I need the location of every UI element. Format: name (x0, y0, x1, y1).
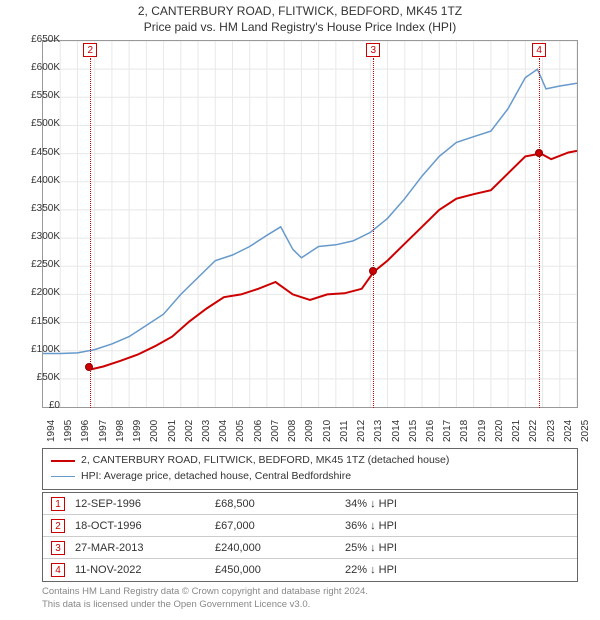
table-row: 2 18-OCT-1996£67,00036% ↓ HPI (43, 515, 577, 537)
footer-line: Contains HM Land Registry data © Crown c… (42, 586, 578, 599)
y-tick-label: £400K (6, 175, 60, 186)
x-tick-label: 2020 (494, 402, 505, 442)
sale-price: £68,500 (215, 498, 345, 510)
chart-title-line2: Price paid vs. HM Land Registry's House … (0, 18, 600, 34)
chart-container: 2, CANTERBURY ROAD, FLITWICK, BEDFORD, M… (0, 0, 600, 620)
x-tick-label: 2016 (425, 402, 436, 442)
x-tick-label: 2012 (356, 402, 367, 442)
sale-price: £67,000 (215, 520, 345, 532)
sale-dot (85, 363, 93, 371)
sale-diff: 34% ↓ HPI (345, 498, 445, 510)
x-tick-label: 2014 (391, 402, 402, 442)
sale-index-box: 2 (51, 519, 65, 533)
sale-date: 11-NOV-2022 (75, 564, 215, 576)
y-tick-label: £300K (6, 231, 60, 242)
y-tick-label: £50K (6, 372, 60, 383)
sale-vline (373, 58, 374, 408)
legend-swatch-red (51, 460, 75, 462)
legend-label: HPI: Average price, detached house, Cent… (81, 469, 351, 485)
sale-date: 27-MAR-2013 (75, 542, 215, 554)
chart-svg (43, 41, 577, 407)
sale-vline (539, 58, 540, 408)
x-tick-label: 2009 (304, 402, 315, 442)
x-tick-label: 1998 (115, 402, 126, 442)
sales-table: 1 12-SEP-1996£68,50034% ↓ HPI 2 18-OCT-1996… (42, 492, 578, 582)
x-tick-label: 2015 (408, 402, 419, 442)
sale-price: £240,000 (215, 542, 345, 554)
y-tick-label: £650K (6, 34, 60, 45)
x-tick-label: 2003 (201, 402, 212, 442)
sale-date: 12-SEP-1996 (75, 498, 215, 510)
footer-line: This data is licensed under the Open Gov… (42, 599, 578, 612)
y-tick-label: £550K (6, 90, 60, 101)
x-tick-label: 1995 (63, 402, 74, 442)
y-tick-label: £100K (6, 344, 60, 355)
footer-attribution: Contains HM Land Registry data © Crown c… (42, 586, 578, 612)
y-tick-label: £450K (6, 147, 60, 158)
table-row: 4 11-NOV-2022£450,00022% ↓ HPI (43, 559, 577, 581)
sale-price: £450,000 (215, 564, 345, 576)
x-tick-label: 1999 (132, 402, 143, 442)
sale-marker-box: 2 (83, 43, 97, 57)
sale-marker-box: 4 (532, 43, 546, 57)
legend-label: 2, CANTERBURY ROAD, FLITWICK, BEDFORD, M… (81, 453, 449, 469)
sale-index-box: 1 (51, 497, 65, 511)
x-tick-label: 1994 (46, 402, 57, 442)
legend-row: 2, CANTERBURY ROAD, FLITWICK, BEDFORD, M… (51, 453, 569, 469)
legend-swatch-blue (51, 476, 75, 478)
sale-diff: 22% ↓ HPI (345, 564, 445, 576)
chart-title-line1: 2, CANTERBURY ROAD, FLITWICK, BEDFORD, M… (0, 0, 600, 18)
sale-index-box: 4 (51, 563, 65, 577)
sale-dot (535, 149, 543, 157)
x-tick-label: 1996 (80, 402, 91, 442)
x-tick-label: 2011 (339, 402, 350, 442)
x-tick-label: 2013 (373, 402, 384, 442)
x-tick-label: 2000 (149, 402, 160, 442)
chart-plot-area (42, 40, 578, 408)
y-tick-label: £600K (6, 62, 60, 73)
x-tick-label: 2001 (167, 402, 178, 442)
x-tick-label: 2023 (546, 402, 557, 442)
x-tick-label: 2025 (580, 402, 591, 442)
legend-row: HPI: Average price, detached house, Cent… (51, 469, 569, 485)
x-tick-label: 2004 (218, 402, 229, 442)
x-tick-label: 2019 (477, 402, 488, 442)
legend-box: 2, CANTERBURY ROAD, FLITWICK, BEDFORD, M… (42, 448, 578, 490)
sale-date: 18-OCT-1996 (75, 520, 215, 532)
sale-index-box: 3 (51, 541, 65, 555)
x-tick-label: 2024 (563, 402, 574, 442)
sale-dot (369, 267, 377, 275)
x-tick-label: 2021 (511, 402, 522, 442)
x-tick-label: 2007 (270, 402, 281, 442)
sale-diff: 25% ↓ HPI (345, 542, 445, 554)
sale-diff: 36% ↓ HPI (345, 520, 445, 532)
table-row: 1 12-SEP-1996£68,50034% ↓ HPI (43, 493, 577, 515)
table-row: 3 27-MAR-2013£240,00025% ↓ HPI (43, 537, 577, 559)
x-tick-label: 2010 (322, 402, 333, 442)
x-tick-label: 2018 (459, 402, 470, 442)
y-tick-label: £500K (6, 118, 60, 129)
x-tick-label: 2017 (442, 402, 453, 442)
x-tick-label: 2006 (253, 402, 264, 442)
y-tick-label: £150K (6, 316, 60, 327)
x-tick-label: 2022 (528, 402, 539, 442)
x-tick-label: 1997 (98, 402, 109, 442)
y-tick-label: £350K (6, 203, 60, 214)
x-tick-label: 2002 (184, 402, 195, 442)
x-tick-label: 2005 (235, 402, 246, 442)
y-tick-label: £200K (6, 287, 60, 298)
y-tick-label: £250K (6, 259, 60, 270)
sale-marker-box: 3 (366, 43, 380, 57)
x-tick-label: 2008 (287, 402, 298, 442)
sale-vline (90, 58, 91, 408)
